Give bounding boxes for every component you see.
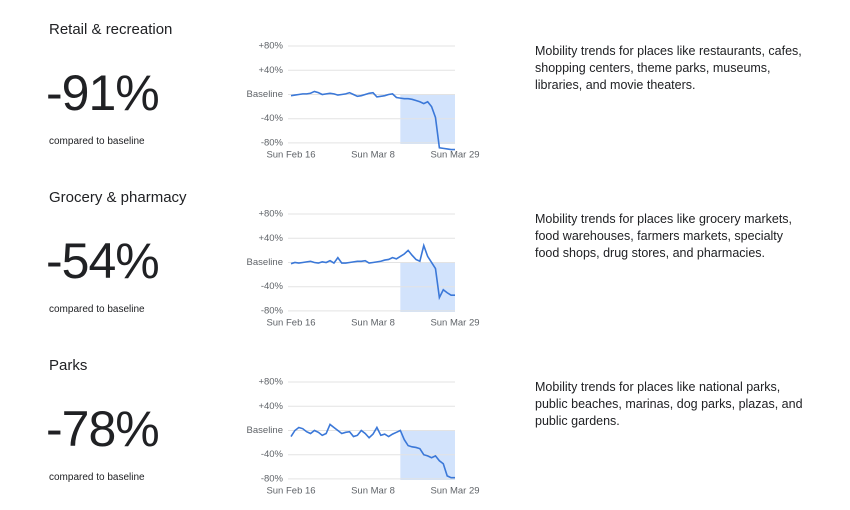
x-tick-label: Sun Mar 8	[351, 150, 395, 161]
y-tick-label: Baseline	[247, 257, 283, 268]
headline-value: -91%	[46, 65, 160, 121]
y-tick-label: -80%	[261, 137, 284, 148]
x-tick-label: Sun Feb 16	[266, 150, 315, 161]
description: Mobility trends for places like restaura…	[535, 44, 802, 92]
description: Mobility trends for places like national…	[535, 380, 803, 428]
y-tick-label: Baseline	[247, 425, 283, 436]
description: Mobility trends for places like grocery …	[535, 212, 793, 260]
x-tick-label: Sun Mar 8	[351, 318, 395, 329]
y-tick-label: -40%	[261, 281, 284, 292]
y-tick-label: -40%	[261, 113, 284, 124]
x-tick-label: Sun Mar 29	[430, 318, 479, 329]
caption: compared to baseline	[49, 472, 145, 483]
x-tick-label: Sun Mar 29	[430, 486, 479, 497]
y-tick-label: +80%	[258, 41, 283, 52]
caption: compared to baseline	[49, 304, 145, 315]
headline-value: -54%	[46, 233, 160, 289]
y-tick-label: Baseline	[247, 89, 283, 100]
section-title: Retail & recreation	[49, 21, 173, 38]
y-tick-label: -80%	[261, 473, 284, 484]
y-tick-label: +40%	[258, 401, 283, 412]
shaded-period	[400, 262, 455, 312]
chart: +80% +40% Baseline -40% -80% Sun Feb 16 Sun Ma…	[247, 41, 480, 161]
y-tick-label: +80%	[258, 209, 283, 220]
y-tick-label: +40%	[258, 233, 283, 244]
x-tick-label: Sun Mar 8	[351, 486, 395, 497]
chart: +80% +40% Baseline -40% -80% Sun Feb 16 Sun Ma…	[247, 209, 480, 329]
trend-line	[290, 90, 455, 151]
chart: +80% +40% Baseline -40% -80% Sun Feb 16 Sun Ma…	[247, 377, 480, 497]
x-tick-label: Sun Mar 29	[430, 150, 479, 161]
x-tick-label: Sun Feb 16	[266, 318, 315, 329]
section-title: Grocery & pharmacy	[49, 189, 187, 206]
trend-line	[290, 423, 455, 479]
x-tick-label: Sun Feb 16	[266, 486, 315, 497]
section-title: Parks	[49, 357, 88, 374]
trend-line	[290, 242, 455, 301]
y-tick-label: -80%	[261, 305, 284, 316]
headline-value: -78%	[46, 401, 160, 457]
y-tick-label: -40%	[261, 449, 284, 460]
caption: compared to baseline	[49, 136, 145, 147]
y-tick-label: +80%	[258, 377, 283, 388]
y-tick-label: +40%	[258, 65, 283, 76]
